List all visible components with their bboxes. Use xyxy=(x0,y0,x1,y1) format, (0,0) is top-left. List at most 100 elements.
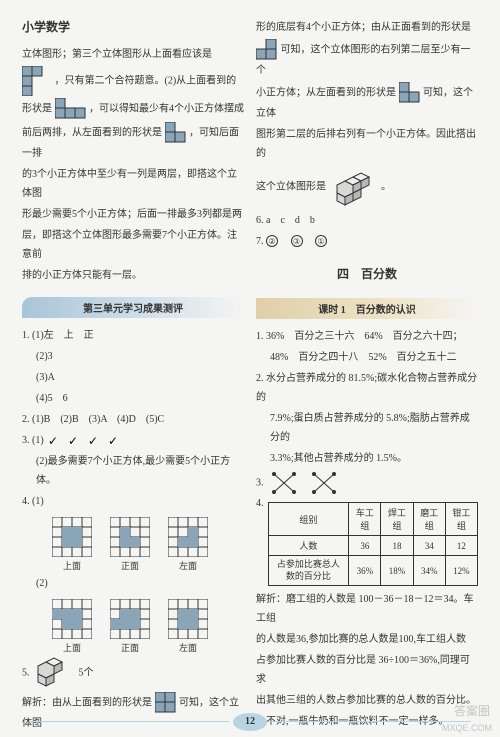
grid-top-icon xyxy=(52,599,92,639)
svg-text:✓: ✓ xyxy=(68,434,78,448)
watermark-url: MXQE.COM xyxy=(442,723,492,733)
text: 形状是 ，可以得知最少有4个小正方体摆成 xyxy=(22,98,244,120)
answer: 48% 百分之四十八 52% 百分之五十二 xyxy=(256,348,478,367)
grid-left-icon xyxy=(168,517,208,557)
grid-top-icon xyxy=(52,517,92,557)
t: 立体图形；第三个立体图形从上面看应该是 xyxy=(22,49,212,60)
answer: 3. xyxy=(256,470,478,496)
answer: (2) xyxy=(22,574,244,593)
circled-num: ② xyxy=(266,235,278,247)
text: 形最少需要5个小正方体；后面一排最多3列都是两 xyxy=(22,205,244,224)
text: ，只有第二个合符题意。(2)从上面看到的 xyxy=(22,66,244,96)
svg-text:✓: ✓ xyxy=(108,434,118,448)
t: 。 xyxy=(381,181,391,192)
text: 前后两排，从左面看到的形状是 ，可知后面一排 xyxy=(22,122,244,163)
th: 磨工组 xyxy=(413,503,445,536)
percentage-table: 组别 车工组 焊工组 磨工组 钳工组 人数 36 18 34 12 占参加比赛总… xyxy=(268,502,479,586)
grid-views xyxy=(52,517,244,557)
shape-icon xyxy=(399,82,421,104)
label: 上面 xyxy=(52,559,92,572)
lesson-banner: 课时 1 百分数的认识 xyxy=(256,298,478,319)
checkmark-row-icon: ✓ ✓ ✓ ✓ xyxy=(46,434,126,448)
label: 左面 xyxy=(168,559,208,572)
answer: 2. 水分占营养成分的 81.5%;碳水化合物占营养成分的 xyxy=(256,369,478,407)
table-row: 人数 36 18 34 12 xyxy=(268,536,478,556)
label: 正面 xyxy=(110,559,150,572)
answer: 5. 5个 xyxy=(22,656,244,690)
text: 可知，这个立体图形的右列第二层至少有一个 xyxy=(256,39,478,80)
label: 左面 xyxy=(168,641,208,654)
explanation: 的人数是36,参加比赛的总人数是100,车工组人数 xyxy=(256,630,478,649)
label: 正面 xyxy=(110,641,150,654)
text: 形的底层有4个小正方体；由从正面看到的形状是 xyxy=(256,18,478,37)
unit-title: 四 百分数 xyxy=(256,265,478,282)
t: 解折：由从上面看到的形状是 xyxy=(22,697,152,708)
text: 图形第二层的后排右列有一个小正方体。因此搭出的 xyxy=(256,125,478,163)
td: 12% xyxy=(445,556,477,586)
t: 3. (1) xyxy=(22,435,44,446)
t: 这个立体图形是 xyxy=(256,181,326,192)
circled-num: ③ xyxy=(291,235,303,247)
grid-front-icon xyxy=(110,517,150,557)
answer: 2. (1)B (2)B (3)A (4)D (5)C xyxy=(22,410,244,429)
th: 焊工组 xyxy=(381,503,413,536)
t: ，可以得知最少有4个小正方体摆成 xyxy=(89,103,244,114)
grid-views xyxy=(52,599,244,639)
shape-icon xyxy=(155,692,177,714)
answer: 7. ② ③ ① xyxy=(256,232,478,251)
text: 立体图形；第三个立体图形从上面看应该是 xyxy=(22,45,244,64)
answer: (2)最多需要7个小正方体,最少需要5个小正方体。 xyxy=(22,452,244,490)
text: 排的小正方体只能有一层。 xyxy=(22,266,244,285)
td: 34 xyxy=(413,536,445,556)
svg-text:✓: ✓ xyxy=(88,434,98,448)
grid-labels: 上面 正面 左面 xyxy=(52,641,244,654)
label: 上面 xyxy=(52,641,92,654)
th: 组别 xyxy=(268,503,349,536)
text: 的3个小正方体中至少有一列是两层，即搭这个立体图 xyxy=(22,165,244,203)
table-row: 占参加比赛总人数的百分比 36% 18% 34% 12% xyxy=(268,556,478,586)
circled-num: ① xyxy=(315,235,327,247)
shape-icon xyxy=(256,39,278,61)
t: 前后两排，从左面看到的形状是 xyxy=(22,127,162,138)
page-number: 12 xyxy=(233,713,267,731)
cube3d-icon xyxy=(329,165,379,209)
t: 形状是 xyxy=(22,103,52,114)
text: 这个立体图形是 。 xyxy=(256,165,478,209)
explanation: 占参加比赛人数的百分比是 36÷100＝36%,同理可求 xyxy=(256,651,478,689)
answer: (4)5 6 xyxy=(22,389,244,408)
td: 18% xyxy=(381,556,413,586)
answer: (2)3 xyxy=(22,347,244,366)
td: 36 xyxy=(349,536,381,556)
answer: 4. (1) xyxy=(22,492,244,511)
shape-icon xyxy=(22,66,52,96)
shape-icon xyxy=(165,122,187,144)
section-banner: 第三单元学习成果测评 xyxy=(22,297,244,318)
cube-icon xyxy=(32,656,76,690)
text: 层，即搭这个立体图形最多需要7个小正方体。注意前 xyxy=(22,226,244,264)
answer: 1. 36% 百分之三十六 64% 百分之六十四； xyxy=(256,327,478,346)
answer: 6. a c d b xyxy=(256,211,478,230)
td: 36% xyxy=(349,556,381,586)
td: 12 xyxy=(445,536,477,556)
matching-icon xyxy=(266,470,346,496)
answer: 7.9%;蛋白质占营养成分的 5.8%;脂肪占营养成分的 xyxy=(256,409,478,447)
explanation: 出其他三组的人数占参加比赛的总人数的百分比。 xyxy=(256,691,478,710)
answer: 1. (1)左 上 正 xyxy=(22,326,244,345)
t: 小正方体；从左面看到的形状是 xyxy=(256,87,396,98)
answer: 3.3%;其他占营养成分的 1.5%。 xyxy=(256,449,478,468)
td: 18 xyxy=(381,536,413,556)
t: 4. xyxy=(256,498,264,509)
th: 车工组 xyxy=(349,503,381,536)
shape-icon xyxy=(55,98,87,120)
svg-text:✓: ✓ xyxy=(48,434,58,448)
explanation: 解折：磨工组的人数是 100－36－18－12＝34。车工组 xyxy=(256,590,478,628)
grid-front-icon xyxy=(110,599,150,639)
td: 占参加比赛总人数的百分比 xyxy=(268,556,349,586)
th: 钳工组 xyxy=(445,503,477,536)
t: 可知，这个立体图形的右列第二层至少有一个 xyxy=(256,44,471,76)
answer: (3)A xyxy=(22,368,244,387)
table-row: 组别 车工组 焊工组 磨工组 钳工组 xyxy=(268,503,478,536)
t: 5个 xyxy=(79,667,94,678)
text: 小正方体；从左面看到的形状是 可知，这个立体 xyxy=(256,82,478,123)
watermark: 答案圈 xyxy=(454,702,490,719)
